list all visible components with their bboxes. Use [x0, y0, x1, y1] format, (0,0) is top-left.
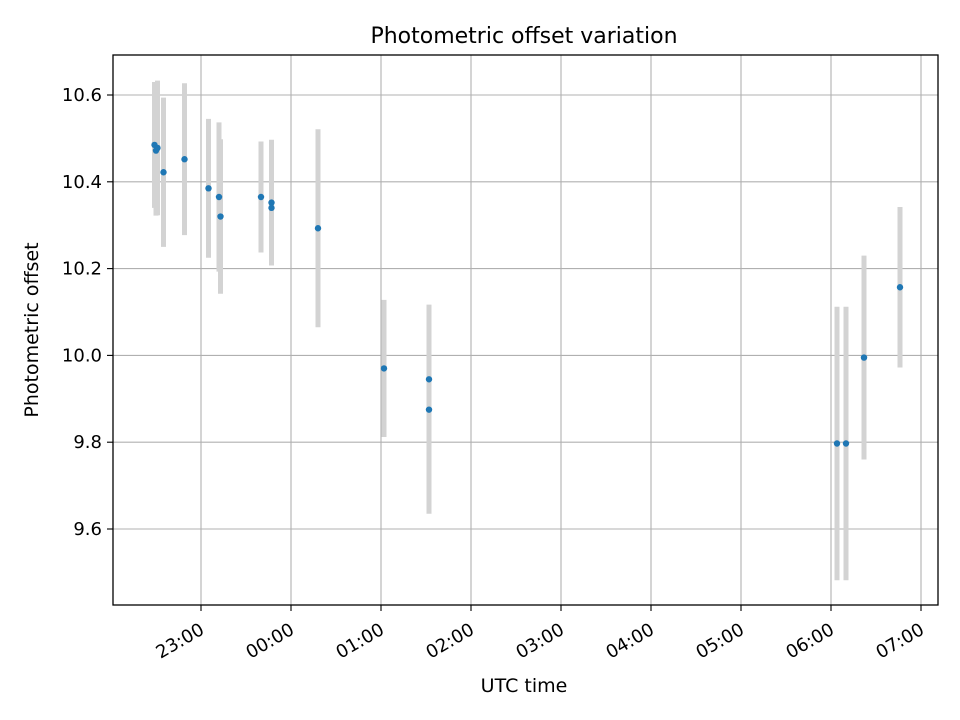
y-tick-label: 9.8 — [73, 432, 102, 453]
data-point — [860, 354, 868, 361]
data-point — [154, 144, 161, 152]
data-point — [833, 440, 841, 447]
data-point — [314, 225, 322, 232]
data-point — [425, 376, 433, 383]
grid-lines — [113, 55, 938, 605]
data-point — [257, 193, 265, 201]
data-point — [268, 199, 275, 206]
y-tick-label: 10.6 — [62, 85, 102, 106]
data-point — [896, 284, 904, 291]
y-axis-label: Photometric offset — [21, 242, 43, 417]
y-tick-label: 10.2 — [62, 259, 102, 280]
data-point — [160, 169, 167, 176]
x-axis-label: UTC time — [481, 675, 568, 697]
y-tick-label: 10.0 — [62, 345, 102, 366]
error-bars — [152, 80, 903, 581]
data-point — [425, 406, 433, 413]
x-tick-label: 00:00 — [242, 619, 297, 663]
x-tick-label: 06:00 — [782, 619, 837, 663]
data-point — [842, 440, 850, 447]
x-axis-ticks: 23:00 00:00 01:00 02:00 03:00 04:00 05:00 06:00… — [152, 605, 928, 663]
plot-frame — [112, 54, 939, 606]
chart-title: Photometric offset variation — [370, 24, 677, 49]
data-points — [151, 141, 904, 447]
data-point — [268, 204, 275, 212]
data-point — [215, 193, 223, 201]
x-tick-label: 01:00 — [332, 619, 387, 663]
x-tick-label: 07:00 — [872, 619, 927, 663]
data-point — [380, 365, 388, 372]
data-point — [217, 213, 224, 220]
y-tick-label: 10.4 — [62, 172, 102, 193]
x-tick-label: 23:00 — [152, 619, 207, 663]
x-tick-label: 05:00 — [692, 619, 747, 663]
data-point — [205, 185, 212, 192]
y-tick-label: 9.6 — [73, 519, 102, 540]
y-axis-ticks: 9.6 9.8 10.0 10.2 10.4 10.6 — [62, 85, 113, 540]
data-point — [181, 156, 188, 163]
x-tick-label: 03:00 — [512, 619, 567, 663]
x-tick-label: 04:00 — [602, 619, 657, 663]
x-tick-label: 02:00 — [422, 619, 477, 663]
